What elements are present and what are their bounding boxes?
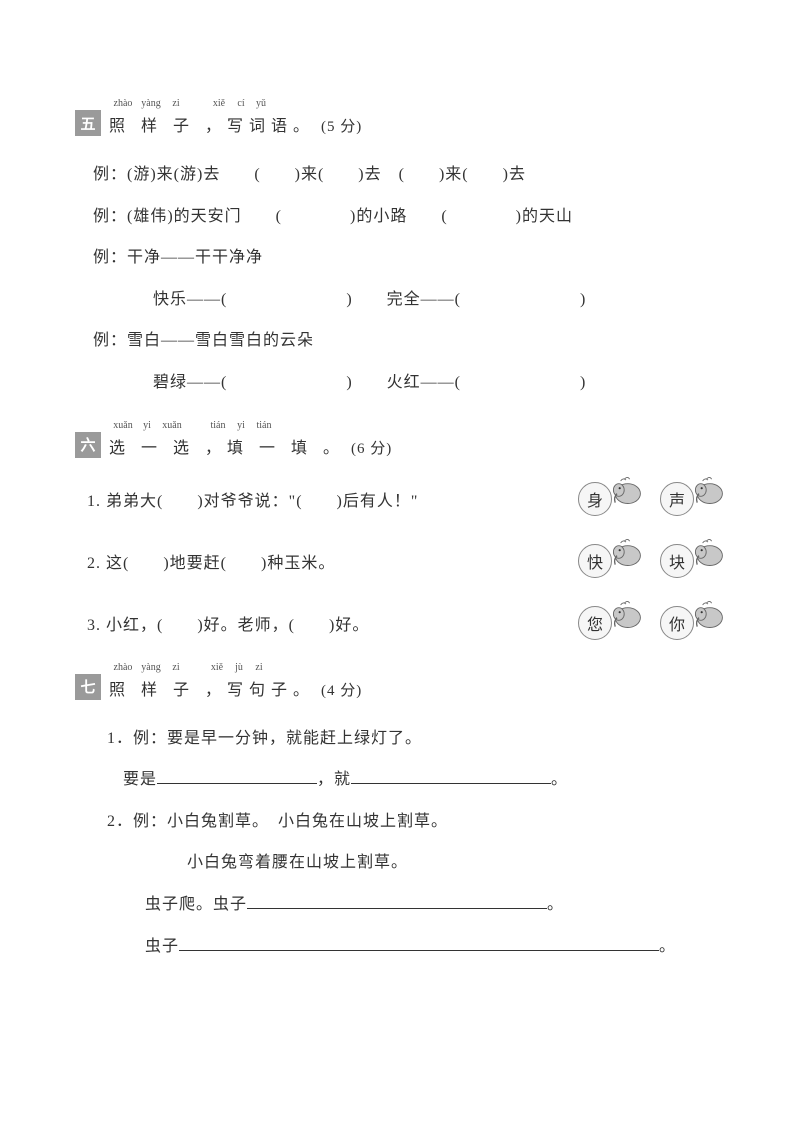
blank-input[interactable] xyxy=(179,935,659,951)
s6-q1: 1. 弟弟大( )对爷爷说："( )后有人！" 身 声 xyxy=(87,476,718,522)
badge-6: 六 xyxy=(75,432,101,458)
title-block-5: zhào yàng zi xiě cí yǔ 照 样 子 ，写词语。 (5 分) xyxy=(109,112,362,136)
char-option[interactable]: 块 xyxy=(660,538,718,584)
blank-input[interactable] xyxy=(247,893,547,909)
s6-q3-text: 小红，( )好。老师，( )好。 xyxy=(106,617,369,634)
char-option[interactable]: 您 xyxy=(578,600,636,646)
pinyin-5: zhào yàng zi xiě cí yǔ xyxy=(109,98,271,109)
s6-q1-text: 弟弟大( )对爷爷说："( )后有人！" xyxy=(106,493,418,510)
char-bubble: 块 xyxy=(660,544,694,578)
s5-line-2: 例：干净——干干净净 xyxy=(93,237,718,279)
s6-q1-chars: 身 声 xyxy=(578,476,718,522)
elephant-icon xyxy=(690,596,726,632)
char-bubble: 身 xyxy=(578,482,612,516)
section-7: 七 zhào yàng zi xiě jù zi 照 样 子 ，写句子。 (4 … xyxy=(75,674,718,968)
title-cn-6: 选 一 选 ，填 一 填 。 xyxy=(109,440,345,457)
char-bubble: 快 xyxy=(578,544,612,578)
blank-input[interactable] xyxy=(351,768,551,784)
title-block-7: zhào yàng zi xiě jù zi 照 样 子 ，写句子。 (4 分) xyxy=(109,676,362,700)
char-option[interactable]: 身 xyxy=(578,476,636,522)
points-6: (6 分) xyxy=(351,441,392,457)
elephant-icon xyxy=(608,472,644,508)
s6-q3: 3. 小红，( )好。老师，( )好。 您 你 xyxy=(87,600,718,646)
s6-q2: 2. 这( )地要赶( )种玉米。 快 块 xyxy=(87,538,718,584)
char-bubble: 你 xyxy=(660,606,694,640)
elephant-icon xyxy=(608,534,644,570)
char-option[interactable]: 快 xyxy=(578,538,636,584)
s5-line-3: 快乐——( ) 完全——( ) xyxy=(153,279,718,321)
s6-q1-num: 1. xyxy=(87,493,101,510)
s7-q2-example1: 2．例：小白兔割草。 小白兔在山坡上割草。 xyxy=(107,801,718,843)
s6-q2-text: 这( )地要赶( )种玉米。 xyxy=(106,555,335,572)
section-5-header: 五 zhào yàng zi xiě cí yǔ 照 样 子 ，写词语。 (5 … xyxy=(75,110,718,136)
pinyin-6: xuǎn yi xuǎn tián yi tián xyxy=(109,420,277,431)
elephant-icon xyxy=(690,472,726,508)
s6-q2-chars: 快 块 xyxy=(578,538,718,584)
points-7: (4 分) xyxy=(321,683,362,699)
elephant-icon xyxy=(690,534,726,570)
title-block-6: xuǎn yi xuǎn tián yi tián 选 一 选 ，填 一 填 。… xyxy=(109,434,392,458)
badge-5: 五 xyxy=(75,110,101,136)
s6-q3-chars: 您 你 xyxy=(578,600,718,646)
section-7-header: 七 zhào yàng zi xiě jù zi 照 样 子 ，写句子。 (4 … xyxy=(75,674,718,700)
s7-q1-blank: 要是，就。 xyxy=(123,759,718,801)
char-option[interactable]: 你 xyxy=(660,600,718,646)
s6-q2-num: 2. xyxy=(87,555,101,572)
section-6: 六 xuǎn yi xuǎn tián yi tián 选 一 选 ，填 一 填… xyxy=(75,432,718,646)
s5-line-0: 例：(游)来(游)去 ( )来( )去 ( )来( )去 xyxy=(93,154,718,196)
elephant-icon xyxy=(608,596,644,632)
char-option[interactable]: 声 xyxy=(660,476,718,522)
badge-7: 七 xyxy=(75,674,101,700)
char-bubble: 您 xyxy=(578,606,612,640)
s7-q2-blank1: 虫子爬。虫子。 xyxy=(145,884,718,926)
s7-q1-example: 1．例：要是早一分钟，就能赶上绿灯了。 xyxy=(107,718,718,760)
s7-q2-blank2: 虫子。 xyxy=(145,926,718,968)
title-cn-5: 照 样 子 ，写词语。 xyxy=(109,118,315,135)
s6-q3-num: 3. xyxy=(87,617,101,634)
section-6-header: 六 xuǎn yi xuǎn tián yi tián 选 一 选 ，填 一 填… xyxy=(75,432,718,458)
section-5: 五 zhào yàng zi xiě cí yǔ 照 样 子 ，写词语。 (5 … xyxy=(75,110,718,404)
points-5: (5 分) xyxy=(321,119,362,135)
title-cn-7: 照 样 子 ，写句子。 xyxy=(109,682,315,699)
blank-input[interactable] xyxy=(157,768,317,784)
s5-line-4: 例：雪白——雪白雪白的云朵 xyxy=(93,320,718,362)
char-bubble: 声 xyxy=(660,482,694,516)
s7-q2-example2: 小白兔弯着腰在山坡上割草。 xyxy=(187,842,718,884)
s5-line-1: 例：(雄伟)的天安门 ( )的小路 ( )的天山 xyxy=(93,196,718,238)
pinyin-7: zhào yàng zi xiě jù zi xyxy=(109,662,269,673)
s5-line-5: 碧绿——( ) 火红——( ) xyxy=(153,362,718,404)
